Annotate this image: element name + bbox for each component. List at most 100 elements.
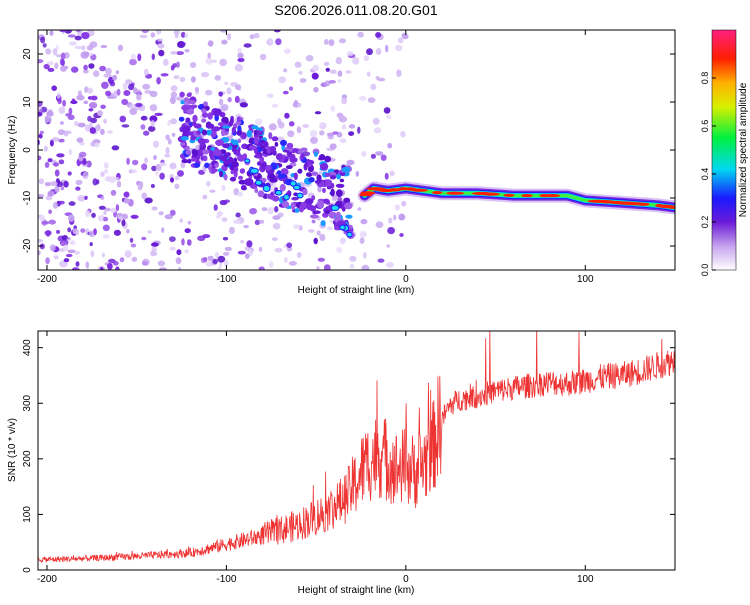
spectral-blob bbox=[85, 210, 90, 218]
spectral-blob bbox=[56, 229, 60, 234]
spectral-blob bbox=[231, 139, 239, 145]
spectral-blob bbox=[274, 247, 283, 253]
spectral-blob bbox=[86, 160, 92, 168]
spectral-blob bbox=[38, 155, 42, 161]
spectral-blob bbox=[348, 131, 355, 137]
spectral-blob bbox=[54, 169, 60, 177]
spectral-blob bbox=[323, 39, 329, 45]
spectral-blob bbox=[228, 226, 235, 235]
spectral-blob bbox=[151, 206, 158, 211]
spectral-blob bbox=[357, 31, 364, 38]
ridge-peak bbox=[503, 193, 515, 197]
spectral-blob bbox=[130, 214, 139, 219]
ridge-peak bbox=[543, 194, 561, 198]
spectral-blob bbox=[116, 180, 122, 188]
spectral-blob bbox=[62, 99, 66, 107]
spectral-blob bbox=[49, 244, 56, 252]
spectral-blob bbox=[58, 248, 66, 252]
spectral-blob bbox=[302, 124, 310, 128]
spectral-blob bbox=[361, 150, 367, 157]
spectral-blob bbox=[164, 154, 171, 158]
spectral-blob bbox=[144, 197, 153, 204]
spectral-blob bbox=[196, 130, 201, 135]
spectral-blob bbox=[178, 42, 186, 46]
spectral-blob bbox=[286, 142, 294, 149]
spectral-blob bbox=[94, 124, 101, 132]
spectral-blob bbox=[355, 170, 359, 177]
spectral-blob bbox=[277, 212, 284, 218]
spectral-blob bbox=[237, 154, 246, 162]
spectral-blob bbox=[174, 183, 180, 189]
spectral-blob bbox=[261, 207, 268, 212]
spectral-blob bbox=[305, 55, 314, 62]
spectral-blob bbox=[169, 236, 176, 243]
spectral-blob bbox=[39, 130, 44, 135]
spectral-blob bbox=[49, 30, 54, 36]
spectral-blob bbox=[285, 165, 293, 170]
spectral-blob bbox=[229, 118, 234, 125]
spectral-blob bbox=[221, 116, 229, 124]
y-tick-label: 0 bbox=[22, 147, 33, 153]
spectral-blob bbox=[115, 266, 120, 270]
spectral-blob bbox=[185, 117, 191, 123]
spectral-blob bbox=[115, 204, 120, 212]
spectral-blob bbox=[75, 30, 81, 33]
spectral-blob bbox=[237, 250, 246, 255]
spectral-blob bbox=[234, 63, 243, 72]
spectral-blob bbox=[201, 108, 207, 113]
spectral-blob bbox=[190, 135, 197, 141]
spectral-blob bbox=[388, 217, 393, 224]
spectral-blob bbox=[205, 123, 215, 129]
spectral-blob bbox=[102, 224, 110, 232]
spectral-blob bbox=[273, 30, 281, 33]
spectral-blob bbox=[224, 81, 229, 85]
spectral-blob bbox=[193, 123, 202, 129]
spectral-blob bbox=[359, 231, 367, 238]
spectral-hotspot bbox=[289, 180, 297, 187]
spectral-blob bbox=[305, 172, 313, 178]
ridge-peak bbox=[432, 191, 443, 195]
spectral-blob bbox=[308, 177, 315, 183]
spectral-blob bbox=[186, 92, 192, 98]
spectral-blob bbox=[101, 252, 106, 258]
spectral-blob bbox=[133, 87, 138, 94]
spectral-blob bbox=[121, 98, 129, 106]
spectral-blob bbox=[187, 131, 194, 136]
spectral-blob bbox=[207, 255, 214, 261]
spectral-blob bbox=[224, 246, 232, 252]
spectral-blob bbox=[339, 138, 347, 144]
spectral-blob bbox=[293, 224, 301, 229]
spectral-blob bbox=[43, 145, 49, 152]
spectral-blob bbox=[144, 68, 149, 76]
spectral-blob bbox=[212, 126, 221, 132]
spectral-blob bbox=[218, 98, 224, 106]
spectral-blob bbox=[193, 162, 201, 168]
spectral-blob bbox=[363, 55, 370, 62]
snr-frame bbox=[37, 330, 676, 571]
spectral-blob bbox=[126, 157, 130, 165]
spectral-blob bbox=[58, 200, 65, 205]
spectral-blob bbox=[141, 163, 148, 171]
spectral-blob bbox=[113, 229, 121, 236]
spectral-blob bbox=[282, 154, 286, 160]
spectral-blob bbox=[349, 255, 357, 262]
spectral-blob bbox=[325, 67, 330, 72]
spectral-blob bbox=[337, 79, 342, 83]
spectral-blob bbox=[298, 71, 303, 75]
ridge-peak bbox=[637, 202, 650, 206]
spectral-blob bbox=[77, 90, 82, 97]
spectral-blob bbox=[213, 204, 218, 211]
spectral-blob bbox=[311, 72, 319, 80]
spectral-blob bbox=[180, 136, 189, 141]
spectral-blob bbox=[330, 105, 336, 112]
spectral-blob bbox=[219, 155, 228, 162]
spectral-blob bbox=[313, 86, 319, 93]
spectral-blob bbox=[352, 57, 360, 65]
spectral-blob bbox=[184, 48, 190, 53]
snr-y-ticks: 0 100 200 300 400 bbox=[22, 339, 675, 573]
spectral-blob bbox=[160, 73, 169, 77]
spectral-blob bbox=[254, 187, 259, 194]
y-tick-label: 100 bbox=[22, 506, 33, 523]
spectral-blob bbox=[267, 38, 274, 46]
spectral-blob bbox=[164, 214, 173, 220]
